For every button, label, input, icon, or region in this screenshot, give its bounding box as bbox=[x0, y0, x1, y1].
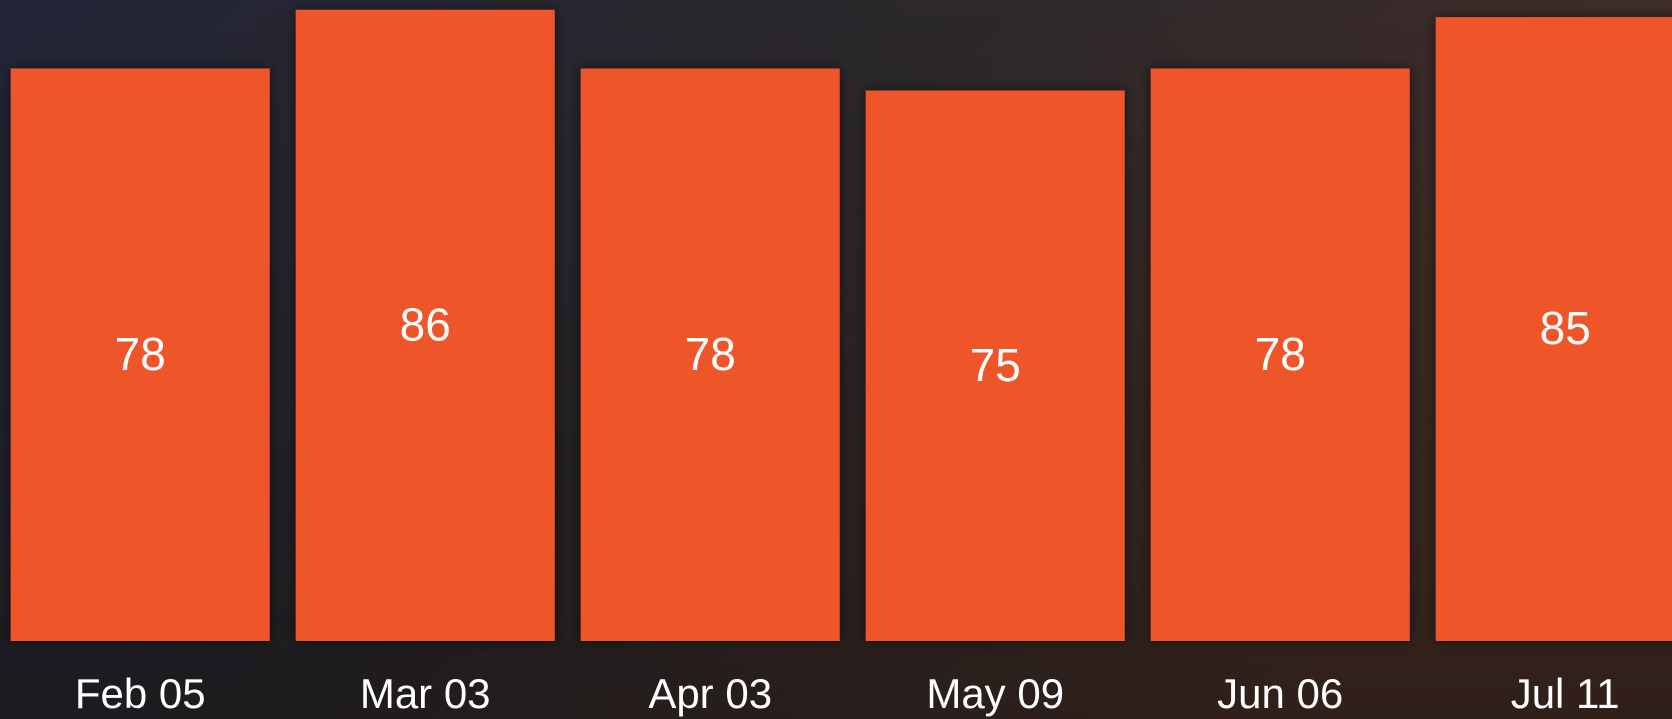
value-label: 78 bbox=[115, 328, 166, 380]
x-tick-label: Mar 03 bbox=[360, 670, 491, 717]
value-label: 78 bbox=[1255, 328, 1306, 380]
x-tick-label: May 09 bbox=[926, 670, 1064, 717]
x-tick-label: Feb 05 bbox=[75, 670, 206, 717]
bar bbox=[865, 90, 1125, 641]
value-label: 78 bbox=[685, 328, 736, 380]
plot: 78 Feb 05 86 Mar 03 78 Apr 03 75 May 09 78 Jun 06… bbox=[10, 9, 1672, 717]
x-tick-label: Jul 11 bbox=[1511, 670, 1620, 717]
value-label: 85 bbox=[1540, 302, 1591, 354]
value-label: 86 bbox=[400, 299, 451, 351]
bar bbox=[10, 68, 270, 642]
x-tick-label: Apr 03 bbox=[648, 670, 772, 717]
value-label: 75 bbox=[970, 339, 1021, 391]
bar bbox=[1435, 17, 1672, 642]
x-tick-label: Jun 06 bbox=[1217, 670, 1343, 717]
bar bbox=[580, 68, 840, 642]
bar bbox=[295, 9, 555, 641]
bar bbox=[1150, 68, 1410, 642]
